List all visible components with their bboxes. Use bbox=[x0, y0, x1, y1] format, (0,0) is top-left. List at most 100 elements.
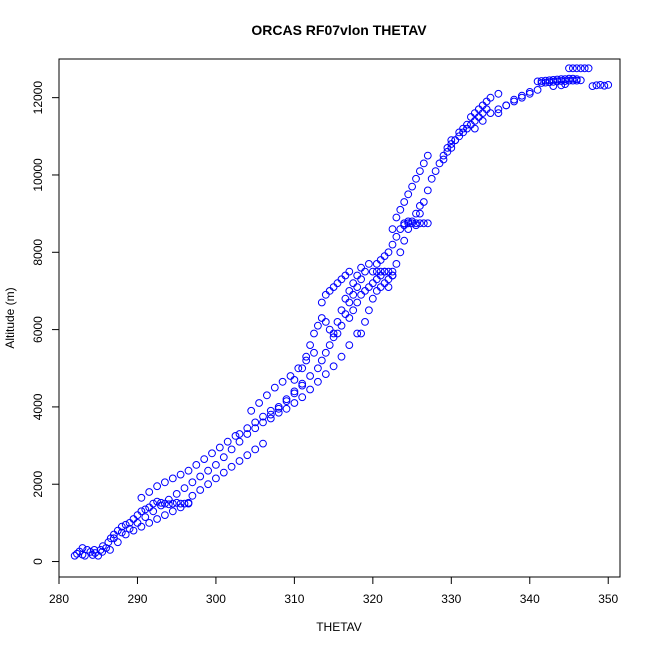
data-point bbox=[188, 491, 197, 500]
data-point bbox=[219, 453, 228, 462]
data-point bbox=[212, 474, 220, 483]
data-point bbox=[337, 306, 346, 315]
data-point bbox=[447, 144, 456, 152]
data-point bbox=[133, 511, 142, 519]
y-tick-label: 8000 bbox=[31, 239, 45, 266]
data-point bbox=[172, 490, 181, 498]
data-point bbox=[125, 519, 134, 527]
data-point bbox=[376, 283, 385, 292]
data-point bbox=[78, 544, 87, 552]
data-point bbox=[341, 271, 350, 280]
data-point bbox=[353, 329, 362, 338]
data-point bbox=[408, 219, 417, 228]
data-point bbox=[537, 79, 546, 87]
data-point bbox=[188, 478, 197, 487]
data-point bbox=[153, 482, 162, 491]
data-point bbox=[423, 186, 432, 195]
data-point bbox=[541, 78, 550, 87]
data-point bbox=[482, 105, 491, 114]
data-point bbox=[325, 341, 334, 350]
data-point bbox=[380, 252, 389, 261]
data-point bbox=[533, 77, 542, 86]
data-point bbox=[404, 219, 413, 228]
data-point bbox=[400, 236, 409, 245]
data-point bbox=[412, 221, 420, 230]
data-point bbox=[470, 117, 479, 125]
data-point bbox=[113, 538, 122, 547]
data-point bbox=[486, 109, 495, 117]
data-point bbox=[518, 93, 526, 102]
data-point bbox=[204, 466, 213, 475]
y-tick-label: 12000 bbox=[31, 81, 45, 115]
data-point bbox=[157, 501, 165, 510]
data-point bbox=[208, 449, 216, 458]
x-tick-label: 280 bbox=[49, 592, 69, 606]
y-tick-label: 4000 bbox=[31, 393, 45, 420]
data-point bbox=[219, 468, 228, 477]
data-point bbox=[302, 356, 311, 365]
data-point bbox=[474, 105, 483, 114]
data-point bbox=[192, 461, 201, 469]
data-point bbox=[310, 329, 318, 338]
data-point bbox=[117, 528, 126, 537]
data-point bbox=[88, 551, 97, 559]
x-tick-label: 320 bbox=[363, 592, 383, 606]
data-point bbox=[376, 256, 385, 264]
data-point bbox=[365, 260, 373, 268]
data-point bbox=[368, 279, 377, 288]
data-point bbox=[353, 283, 362, 292]
data-point bbox=[365, 306, 373, 315]
data-point bbox=[388, 271, 397, 280]
data-point bbox=[474, 113, 483, 121]
data-point bbox=[196, 486, 205, 494]
data-point bbox=[576, 64, 585, 73]
data-point bbox=[419, 159, 428, 168]
data-point bbox=[145, 503, 154, 512]
data-point bbox=[592, 81, 601, 90]
data-point bbox=[416, 219, 424, 228]
data-point bbox=[263, 391, 271, 400]
data-point bbox=[482, 97, 491, 106]
y-tick-label: 0 bbox=[31, 558, 45, 565]
data-point bbox=[416, 202, 424, 210]
data-point bbox=[349, 306, 358, 315]
data-point bbox=[525, 88, 534, 96]
data-point bbox=[400, 219, 409, 228]
data-point bbox=[321, 370, 330, 379]
data-point bbox=[435, 159, 444, 168]
data-point bbox=[412, 209, 420, 218]
data-point bbox=[467, 113, 475, 121]
data-point bbox=[345, 267, 354, 276]
data-point bbox=[282, 395, 291, 404]
data-point bbox=[96, 546, 105, 554]
data-point bbox=[247, 406, 256, 415]
data-point bbox=[333, 279, 342, 288]
data-point bbox=[388, 240, 397, 249]
data-point bbox=[412, 174, 420, 183]
data-point bbox=[451, 136, 460, 145]
data-point bbox=[274, 408, 283, 417]
x-tick-label: 330 bbox=[441, 592, 461, 606]
data-point bbox=[416, 209, 424, 218]
data-point bbox=[365, 283, 373, 292]
x-axis-label: THETAV bbox=[316, 620, 362, 634]
y-tick-label: 6000 bbox=[31, 316, 45, 343]
data-point bbox=[325, 325, 334, 334]
data-point bbox=[557, 81, 566, 90]
data-point bbox=[306, 341, 315, 350]
data-point bbox=[235, 437, 244, 446]
data-point bbox=[184, 466, 193, 475]
x-tick-label: 350 bbox=[598, 592, 618, 606]
data-point bbox=[282, 404, 291, 413]
data-point bbox=[549, 77, 558, 86]
data-point bbox=[333, 329, 342, 338]
data-point bbox=[176, 503, 185, 512]
data-point bbox=[290, 387, 299, 396]
data-point bbox=[243, 424, 252, 433]
data-point bbox=[137, 493, 146, 502]
data-point bbox=[145, 488, 154, 496]
data-point bbox=[164, 495, 173, 504]
data-point bbox=[368, 294, 377, 303]
x-tick-label: 290 bbox=[127, 592, 147, 606]
data-point bbox=[502, 101, 511, 110]
